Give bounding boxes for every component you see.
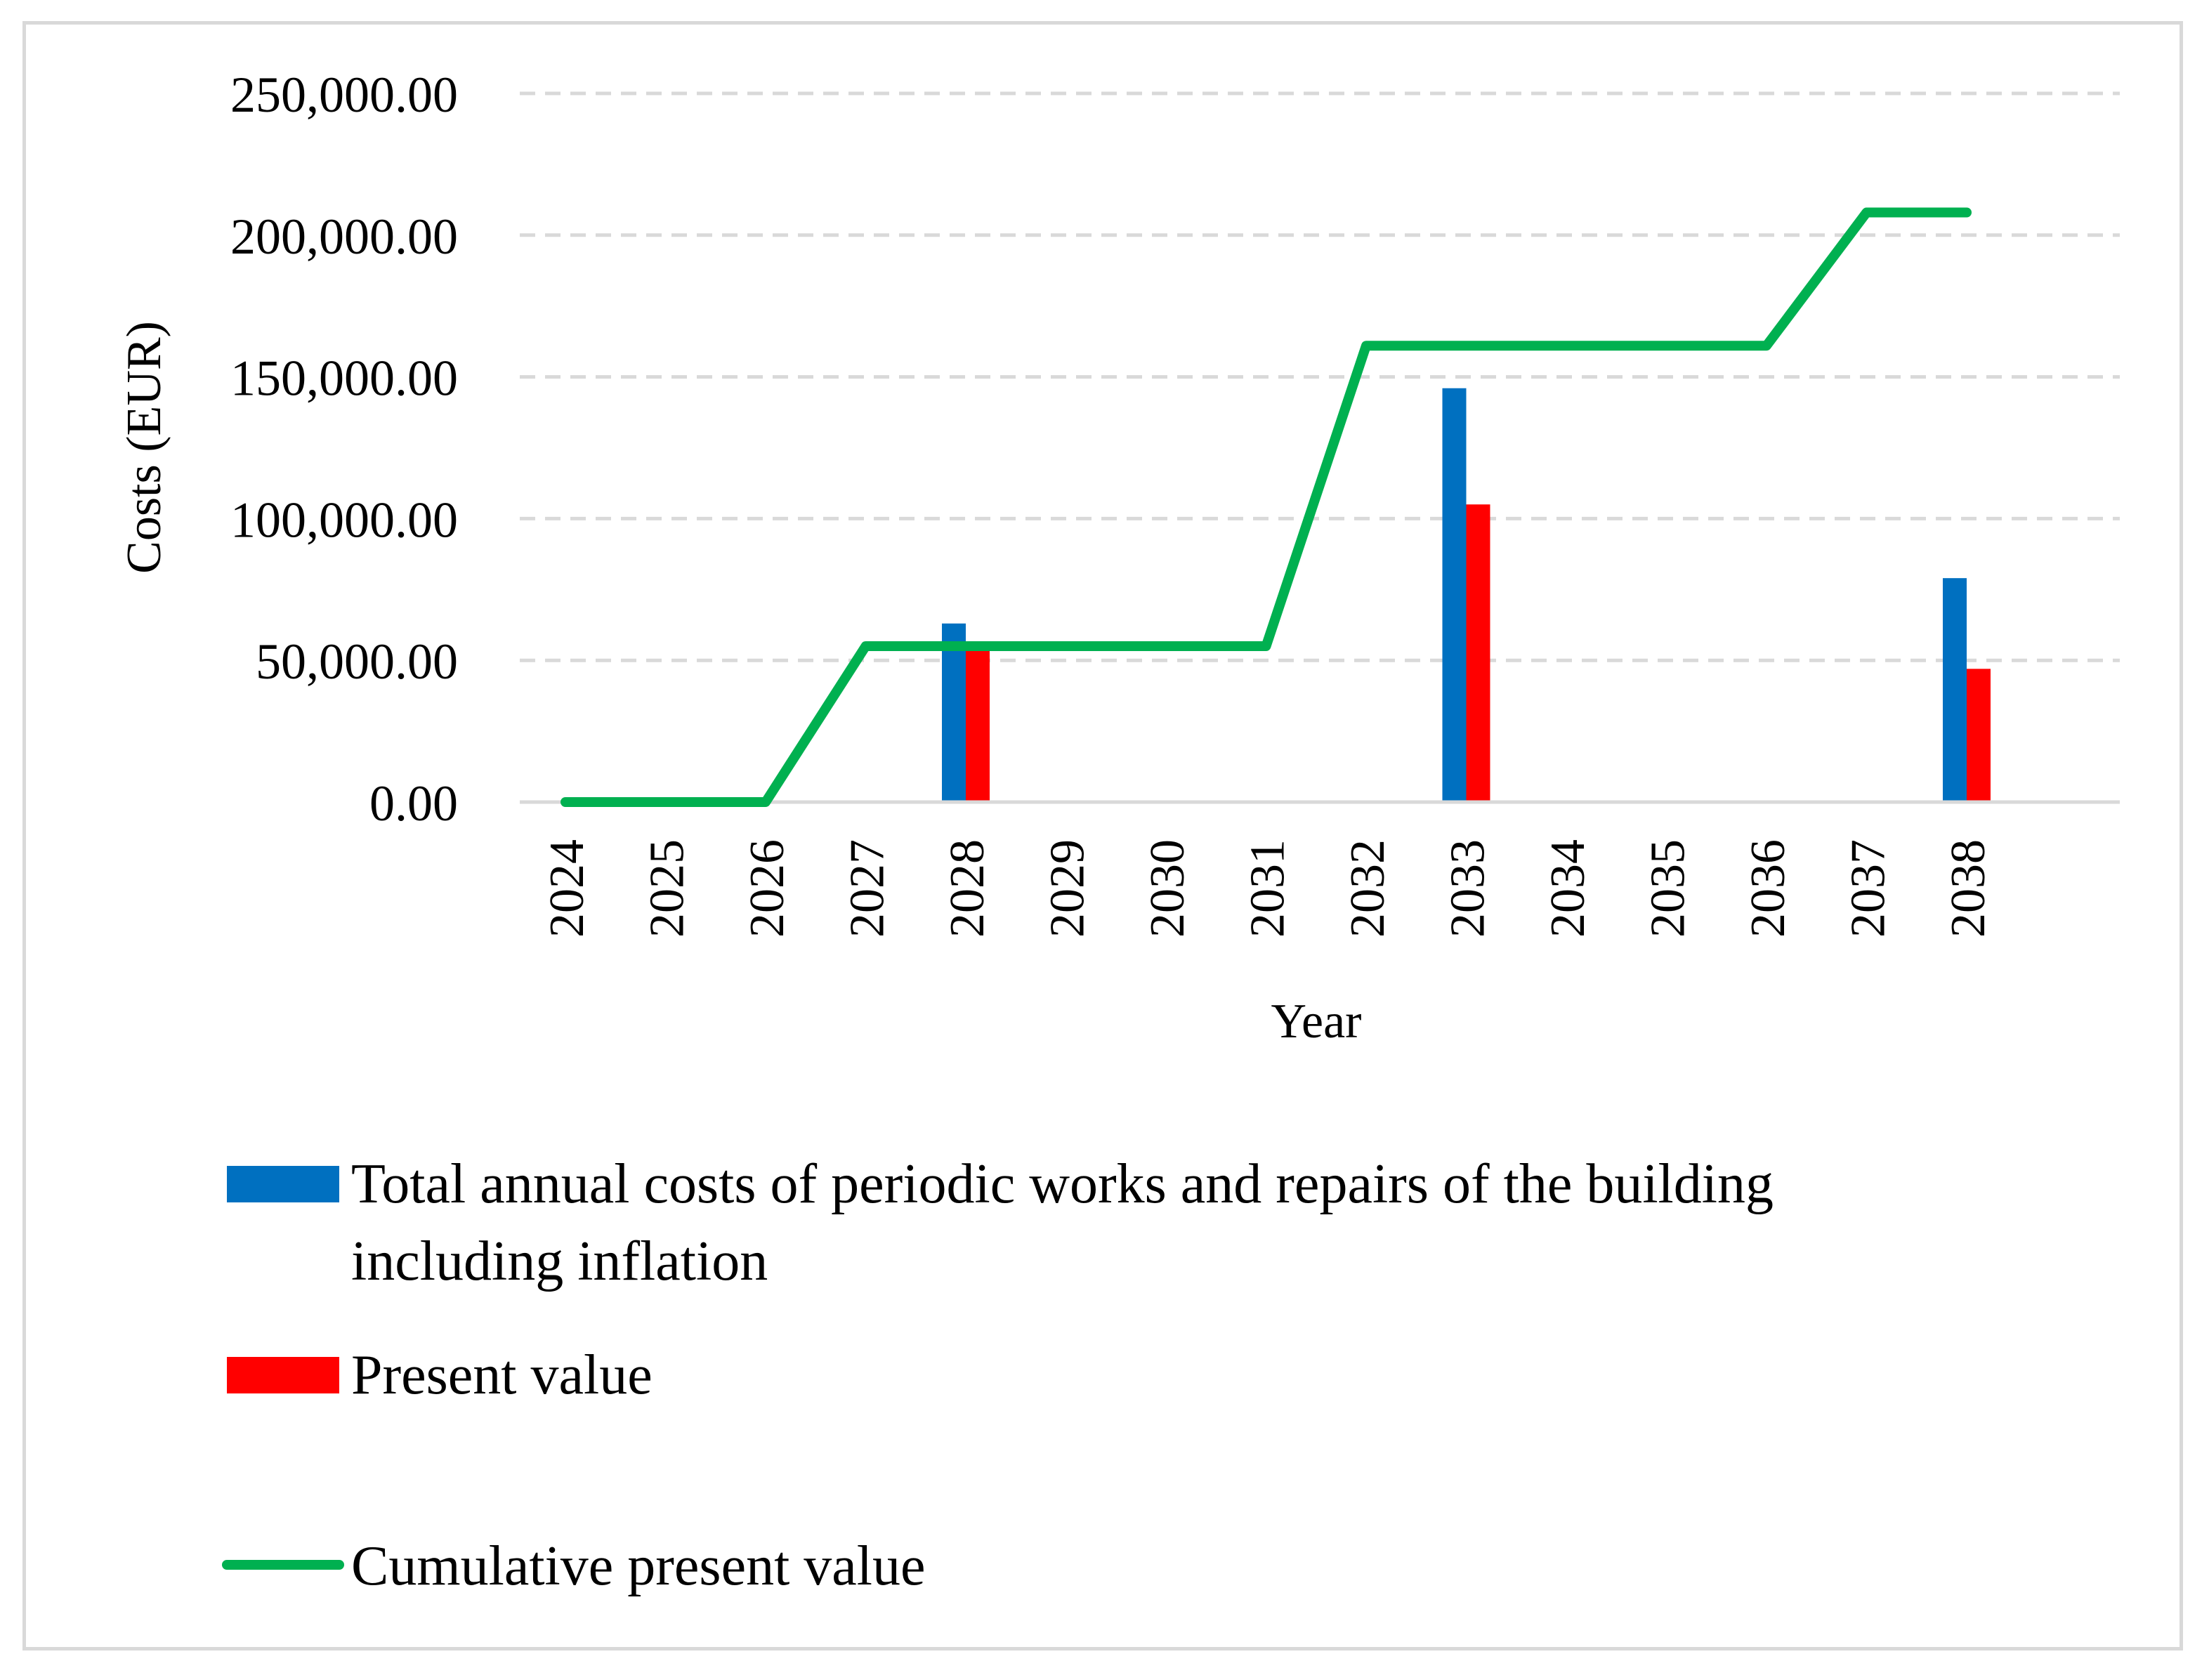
- x-tick-labels: 2024 2025 2026 2027 2028 2029 2030 2031 2032 2033…: [540, 839, 1995, 938]
- x-tick-label: 2029: [1041, 839, 1095, 938]
- x-tick-label: 2033: [1441, 839, 1495, 938]
- x-tick-label: 2027: [841, 839, 895, 938]
- legend-label-present-value: Present value: [351, 1344, 653, 1406]
- bars: [942, 388, 1991, 802]
- x-tick-label: 2036: [1741, 839, 1795, 938]
- x-tick-label: 2025: [641, 839, 695, 938]
- x-tick-label: 2037: [1842, 839, 1896, 938]
- bar: [1967, 669, 1991, 802]
- x-tick-label: 2030: [1141, 839, 1195, 938]
- x-tick-label: 2032: [1341, 839, 1395, 938]
- legend-swatch-present-value: [227, 1357, 339, 1393]
- y-tick-labels: 0.00 50,000.00 100,000.00 150,000.00 200,000…: [230, 67, 458, 832]
- bar: [1943, 578, 1967, 802]
- y-tick-label: 200,000.00: [230, 209, 458, 265]
- legend-label-total-annual-costs-line2: including inflation: [351, 1231, 768, 1292]
- legend-label-cumulative-present-value: Cumulative present value: [351, 1535, 926, 1597]
- series-line-cumulative-present-value: [561, 207, 1972, 807]
- x-tick-label: 2038: [1941, 839, 1995, 938]
- x-tick-label: 2031: [1241, 839, 1295, 938]
- bar: [942, 623, 966, 802]
- y-tick-label: 100,000.00: [230, 492, 458, 548]
- y-tick-label: 250,000.00: [230, 67, 458, 123]
- x-tick-label: 2028: [940, 839, 995, 938]
- cumulative-line: [561, 207, 1972, 807]
- x-axis-title: Year: [1271, 995, 1362, 1049]
- y-tick-label: 0.00: [369, 775, 458, 832]
- x-tick-label: 2034: [1541, 839, 1595, 938]
- bar: [1442, 388, 1467, 802]
- gridlines: [520, 91, 2120, 662]
- legend: Total annual costs of periodic works and…: [222, 1153, 1774, 1597]
- chart-frame: [22, 21, 2183, 1651]
- legend-label-total-annual-costs-line1: Total annual costs of periodic works and…: [351, 1153, 1774, 1215]
- x-tick-label: 2026: [740, 839, 794, 938]
- x-tick-label: 2024: [540, 839, 594, 938]
- y-tick-label: 150,000.00: [230, 350, 458, 407]
- y-axis-title: Costs (EUR): [117, 321, 171, 574]
- y-tick-label: 50,000.00: [256, 634, 458, 690]
- bar: [1466, 504, 1490, 802]
- bar: [966, 649, 990, 802]
- legend-swatch-total-annual-costs: [227, 1166, 339, 1202]
- x-tick-label: 2035: [1641, 839, 1696, 938]
